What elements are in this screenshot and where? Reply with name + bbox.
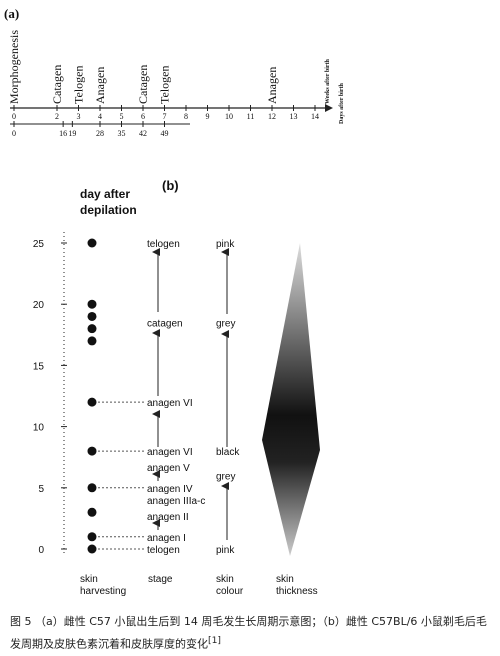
colour-label: pink — [216, 239, 235, 250]
panel-label: (a) — [4, 6, 19, 21]
y-tick-label: 20 — [33, 300, 45, 311]
harvest-dot — [87, 324, 97, 334]
column-label: harvesting — [80, 586, 126, 597]
week-label: 7 — [163, 112, 167, 121]
arrows — [152, 248, 229, 540]
week-label: 13 — [290, 112, 298, 121]
y-tick-label: 5 — [38, 484, 44, 495]
column-label: stage — [148, 574, 173, 585]
stage-label: anagen VI — [147, 398, 193, 409]
y-title: day after — [80, 187, 130, 201]
column-label: skin — [276, 574, 294, 585]
colour-label: pink — [216, 545, 235, 556]
stage-label: anagen V — [147, 463, 190, 474]
week-label: 11 — [247, 112, 255, 121]
column-label: colour — [216, 586, 244, 597]
figure: (a) (b) day after depilation Morphogenes… — [4, 6, 345, 597]
week-label: 6 — [141, 112, 145, 121]
day-label: 49 — [161, 129, 169, 138]
week-label: 14 — [311, 112, 319, 121]
phase-label: Anagen — [265, 67, 279, 104]
harvest-dot — [87, 544, 97, 554]
harvest-dot — [87, 507, 97, 517]
stage-label: anagen I — [147, 533, 186, 544]
week-label: 10 — [225, 112, 233, 121]
weeks-caption: Weeks after birth — [325, 58, 331, 104]
y-title: depilation — [80, 203, 137, 217]
phase-label: Morphogenesis — [7, 30, 21, 104]
harvest-dot — [87, 397, 97, 407]
column-label: skin — [216, 574, 234, 585]
y-tick-label: 10 — [33, 423, 45, 434]
thickness-shape — [262, 243, 320, 556]
colour-label: grey — [216, 472, 235, 483]
day-label: 0 — [12, 129, 16, 138]
week-label: 3 — [77, 112, 81, 121]
week-label: 8 — [184, 112, 188, 121]
day-label: 16 — [59, 129, 67, 138]
caption-text: 图 5 （a）雌性 C57 小鼠出生后到 14 周毛发生长周期示意图；（b）雌性… — [10, 615, 487, 651]
colour-label: black — [216, 447, 240, 458]
column-label: skin — [80, 574, 98, 585]
axis-arrow — [325, 104, 333, 112]
week-label: 2 — [55, 112, 59, 121]
caption: 图 5 （a）雌性 C57 小鼠出生后到 14 周毛发生长周期示意图；（b）雌性… — [10, 612, 492, 654]
panel-label: (b) — [162, 178, 179, 193]
week-label: 5 — [120, 112, 124, 121]
harvest-dot — [87, 299, 97, 309]
week-label: 4 — [98, 112, 102, 121]
y-tick-label: 15 — [33, 361, 45, 372]
day-label: 42 — [139, 129, 147, 138]
column-label: thickness — [276, 586, 318, 597]
stage-label: telogen — [147, 239, 180, 250]
stage-label: anagen II — [147, 512, 189, 523]
day-label: 19 — [68, 129, 76, 138]
y-tick-label: 0 — [38, 545, 44, 556]
stage-label: telogen — [147, 545, 180, 556]
week-label: 12 — [268, 112, 276, 121]
week-label: 0 — [12, 112, 16, 121]
stage-label: anagen VI — [147, 447, 193, 458]
harvest-dot — [87, 532, 97, 542]
phase-label: Telogen — [72, 66, 86, 104]
days-caption: Days after birth — [339, 82, 345, 124]
phase-label: Catagen — [136, 65, 150, 104]
phase-label: Anagen — [93, 67, 107, 104]
caption-ref: [1] — [208, 635, 221, 646]
stage-label: catagen — [147, 319, 183, 330]
week-label: 9 — [206, 112, 210, 121]
harvest-dot — [87, 483, 97, 493]
stage-label: anagen IV — [147, 484, 193, 495]
harvest-dot — [87, 238, 97, 248]
harvest-dot — [87, 311, 97, 321]
harvest-dot — [87, 336, 97, 346]
y-tick-label: 25 — [33, 239, 45, 250]
phase-label: Catagen — [50, 65, 64, 104]
stage-label: anagen IIIa-c — [147, 496, 205, 507]
phase-label: Telogen — [158, 66, 172, 104]
day-label: 35 — [118, 129, 126, 138]
harvest-dot — [87, 446, 97, 456]
day-label: 28 — [96, 129, 104, 138]
colour-label: grey — [216, 319, 235, 330]
